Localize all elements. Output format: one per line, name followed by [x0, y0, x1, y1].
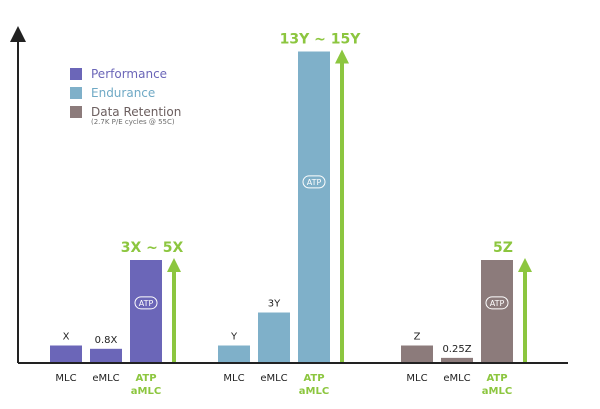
highlight-label: 3X ~ 5X: [121, 240, 184, 256]
category-label: aMLC: [299, 386, 329, 397]
bar-value-label: 3Y: [268, 299, 281, 310]
bar-value-label: 0.25Z: [442, 344, 471, 355]
bar: [90, 348, 122, 362]
legend-swatch-performance: [70, 67, 82, 80]
category-label: aMLC: [131, 386, 161, 397]
category-label: ATP: [486, 373, 507, 384]
bar: [401, 345, 433, 362]
bar: [298, 51, 330, 362]
category-label: ATP: [135, 373, 156, 384]
highlight-label: 13Y ~ 15Y: [280, 32, 362, 48]
legend-note: (2.7K P/E cycles @ 55C): [91, 118, 175, 126]
atp-badge: [485, 296, 509, 310]
growth-arrow-head: [518, 258, 532, 272]
category-label: MLC: [223, 373, 244, 384]
category-label: aMLC: [482, 386, 512, 397]
bar: [258, 312, 290, 362]
growth-arrow-head: [335, 49, 349, 64]
bar: [218, 345, 250, 362]
bar-value-label: Z: [414, 332, 421, 343]
growth-arrow-head: [167, 258, 181, 272]
bar-value-label: 0.8X: [95, 335, 118, 346]
legend-label-performance: Performance: [91, 66, 168, 81]
bar-value-label: X: [63, 332, 70, 343]
category-label: MLC: [55, 373, 76, 384]
chart-legend: Performance Endurance Data Retention (2.…: [70, 64, 181, 126]
bar-value-label: Y: [230, 332, 238, 343]
legend-item-data-retention: Data Retention: [70, 102, 181, 121]
legend-swatch-data-retention: [70, 105, 82, 118]
legend-swatch-endurance: [70, 86, 82, 99]
bar-value-label: ATP: [139, 299, 154, 308]
category-label: eMLC: [260, 373, 287, 384]
legend-label-data-retention: Data Retention: [91, 104, 182, 119]
legend-item-endurance: Endurance: [70, 83, 181, 102]
highlight-label: 5Z: [493, 240, 513, 256]
bar-value-label: ATP: [490, 299, 505, 308]
bar: [441, 357, 473, 362]
category-label: eMLC: [92, 373, 119, 384]
bar: [130, 260, 162, 362]
category-label: eMLC: [443, 373, 470, 384]
atp-badge: [134, 296, 158, 310]
legend-label-endurance: Endurance: [91, 85, 156, 100]
category-label: ATP: [303, 373, 324, 384]
category-label: MLC: [406, 373, 427, 384]
atp-badge: [302, 175, 326, 189]
bar: [50, 345, 82, 362]
bar: [481, 260, 513, 362]
bar-value-label: ATP: [307, 178, 322, 187]
legend-item-performance: Performance: [70, 64, 181, 83]
chart-marks: X MLC 0.8X eMLC ATP 3X ~ 5X ATP aMLC Y MLC 3Y eMLC A…: [50, 32, 532, 397]
